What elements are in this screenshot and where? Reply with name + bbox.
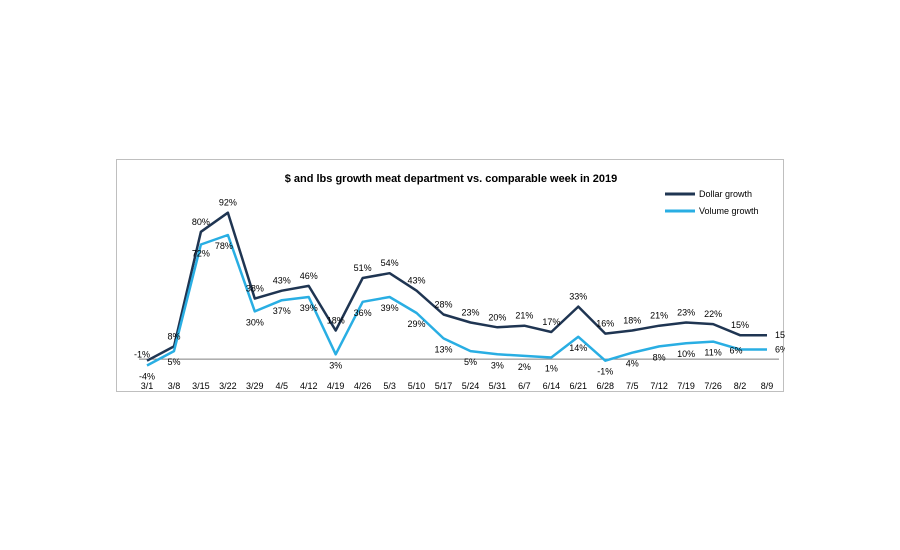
volume-growth-data-label: 6% [730,346,743,356]
volume-growth-data-label: 10% [677,349,695,359]
volume-growth-data-label: 3% [329,360,342,370]
legend-label-dollar: Dollar growth [699,189,752,199]
dollar-growth-data-label: 21% [515,311,533,321]
dollar-growth-data-label: 54% [381,258,399,268]
volume-growth-data-label: 30% [246,317,264,327]
x-tick-label: 3/8 [168,381,181,391]
dollar-growth-data-label: 92% [219,198,237,208]
volume-growth-data-label: 14% [569,343,587,353]
volume-growth-data-label: 11% [704,348,721,358]
dollar-growth-data-label: 21% [650,311,668,321]
dollar-growth-data-label: 43% [273,276,291,286]
dollar-growth-data-label: 20% [488,312,506,322]
legend-label-volume: Volume growth [699,206,759,216]
data-label-layer: -1% 8% 80% 92% 38% 43% 46% 18% 51% 54% 43% 28% 23% 20… [134,198,785,382]
volume-growth-data-label: 5% [464,357,477,367]
x-tick-label: 4/26 [354,381,372,391]
volume-growth-data-label: 5% [167,357,180,367]
dollar-growth-data-label: 23% [461,308,479,318]
x-tick-label: 5/10 [408,381,426,391]
x-tick-label: 6/7 [518,381,531,391]
dollar-growth-data-label: 17% [542,317,560,327]
volume-growth-data-label: 2% [518,362,531,372]
x-tick-label: 8/9 [761,381,774,391]
x-tick-label: 7/26 [704,381,722,391]
x-tick-label: 7/5 [626,381,639,391]
volume-growth-line [146,233,767,367]
dollar-growth-data-label: 46% [300,271,318,281]
series-layer [146,211,767,367]
dollar-growth-data-label: 28% [435,300,453,310]
x-tick-label: 5/31 [489,381,507,391]
volume-growth-data-label: 39% [381,303,399,313]
dollar-growth-data-label: 43% [408,276,426,286]
x-tick-label: 5/24 [462,381,480,391]
dollar-growth-data-label: 15% [731,320,749,330]
dollar-growth-data-label: 33% [569,292,587,302]
volume-growth-data-label: 13% [435,344,453,354]
volume-growth-data-label: 3% [491,360,504,370]
volume-growth-data-label: 36% [354,308,372,318]
volume-growth-data-label: 29% [408,319,426,329]
volume-growth-data-label: 1% [545,364,558,374]
dollar-growth-data-label: 8% [167,331,180,341]
dollar-growth-data-label: 16% [596,319,614,329]
dollar-growth-data-label: 22% [704,309,722,319]
x-tick-label: 4/5 [276,381,289,391]
volume-growth-data-label: -1% [597,367,613,377]
x-tick-label: 3/29 [246,381,264,391]
volume-growth-data-label: 78% [215,241,233,251]
volume-growth-data-label: 4% [626,359,639,369]
x-tick-label: 7/19 [677,381,695,391]
dollar-growth-line [146,211,767,362]
dollar-growth-data-label: 38% [246,284,264,294]
x-tick-label: 8/2 [734,381,747,391]
x-tick-label: 4/12 [300,381,318,391]
x-tick-label: 7/12 [650,381,668,391]
volume-growth-data-label: 72% [192,249,210,259]
dollar-growth-data-label: 80% [192,217,210,227]
dollar-growth-data-label: 18% [327,315,345,325]
x-tick-label: 3/15 [192,381,210,391]
x-tick-label: 6/14 [543,381,561,391]
chart-frame: $ and lbs growth meat department vs. com… [116,159,785,392]
volume-growth-data-label: 8% [653,352,666,362]
x-tick-label: 3/1 [141,381,154,391]
dollar-growth-data-label: -1% [134,350,150,360]
x-tick-label: 4/19 [327,381,345,391]
dollar-growth-data-label: 51% [354,263,372,273]
legend: Dollar growth Volume growth [665,189,759,216]
x-tick-label: 6/21 [570,381,588,391]
x-tick-label: 6/28 [596,381,614,391]
x-tick-label: 5/17 [435,381,453,391]
chart-title: $ and lbs growth meat department vs. com… [285,173,618,185]
volume-growth-data-label: -4% [139,371,155,381]
x-tick-label: 5/3 [383,381,396,391]
volume-growth-data-label: 6% [775,345,785,355]
dollar-growth-data-label: 23% [677,308,695,318]
x-tick-layer: 3/1 3/8 3/15 3/22 3/29 4/5 4/12 4/19 4/26 5/3 5/10… [141,381,774,391]
x-tick-label: 3/22 [219,381,237,391]
volume-growth-data-label: 39% [300,303,318,313]
line-chart: $ and lbs growth meat department vs. com… [134,173,785,391]
volume-growth-data-label: 37% [273,306,291,316]
dollar-growth-data-label: 15% [775,330,785,340]
dollar-growth-data-label: 18% [623,315,641,325]
